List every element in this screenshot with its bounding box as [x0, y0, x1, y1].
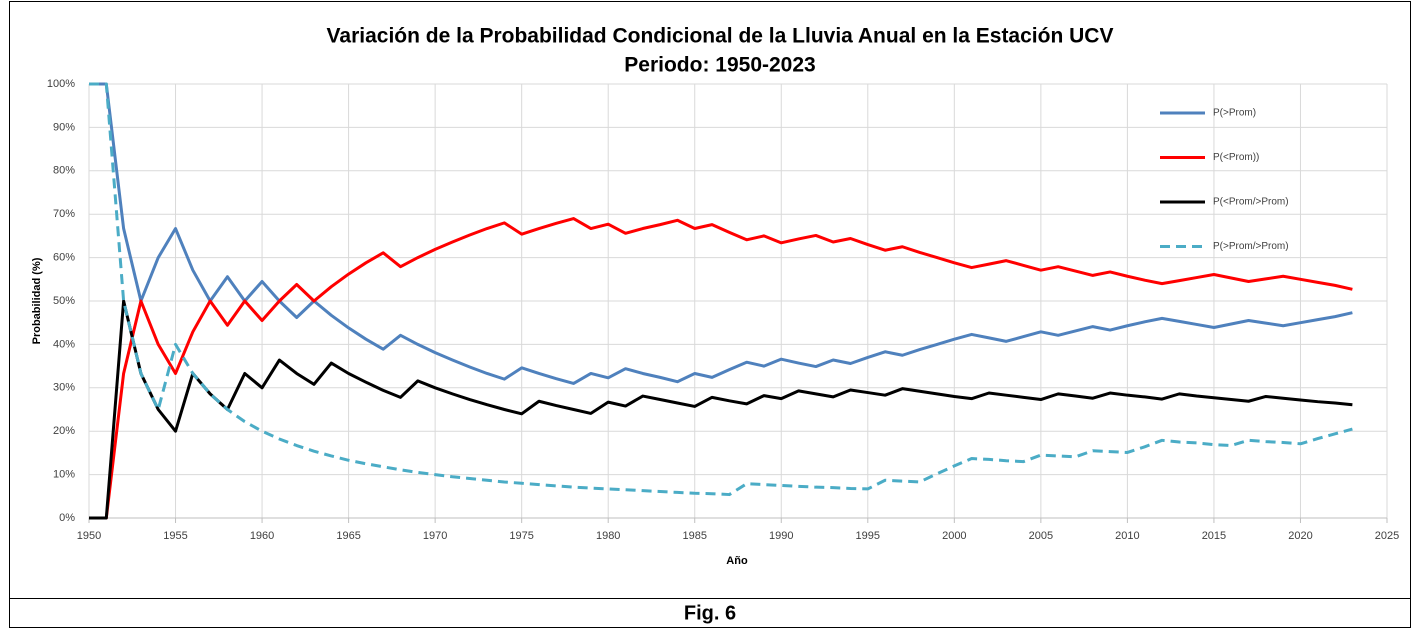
y-tick-label: 100% [47, 78, 75, 90]
x-axis-title: Año [726, 555, 748, 567]
x-tick-label: 1955 [163, 530, 187, 542]
y-tick-label: 70% [53, 208, 75, 220]
series-line [89, 299, 1353, 520]
x-tick-label: 1995 [856, 530, 880, 542]
x-tick-label: 1970 [423, 530, 447, 542]
chart-title: Variación de la Probabilidad Condicional… [327, 25, 1114, 48]
x-tick-label: 1990 [769, 530, 793, 542]
x-tick-label: 1980 [596, 530, 620, 542]
y-tick-label: 10% [53, 469, 75, 481]
x-tick-label: 1975 [509, 530, 533, 542]
legend-label: P(>Prom/>Prom) [1213, 241, 1289, 252]
y-tick-label: 30% [53, 382, 75, 394]
x-tick-label: 2010 [1115, 530, 1139, 542]
y-tick-label: 20% [53, 425, 75, 437]
series-line [89, 82, 1353, 497]
y-axis-title: Probabilidad (%) [31, 257, 43, 344]
legend-label: P(>Prom) [1213, 108, 1256, 119]
series-line [89, 217, 1353, 520]
y-tick-label: 0% [59, 512, 75, 524]
x-tick-label: 1950 [77, 530, 101, 542]
x-tick-label: 1985 [682, 530, 706, 542]
frame [9, 1, 1411, 628]
x-tick-label: 2000 [942, 530, 966, 542]
x-tick-label: 2015 [1202, 530, 1226, 542]
legend-label: P(<Prom/>Prom) [1213, 197, 1289, 208]
y-tick-label: 50% [53, 295, 75, 307]
caption: Fig. 6 [684, 602, 736, 624]
y-tick-label: 80% [53, 165, 75, 177]
x-tick-label: 1960 [250, 530, 274, 542]
series-line [89, 82, 1353, 385]
chart-subtitle: Periodo: 1950-2023 [624, 54, 815, 77]
x-tick-label: 2020 [1288, 530, 1312, 542]
y-tick-label: 40% [53, 338, 75, 350]
y-tick-label: 60% [53, 252, 75, 264]
x-tick-label: 2005 [1029, 530, 1053, 542]
x-tick-label: 2025 [1375, 530, 1399, 542]
y-tick-label: 90% [53, 121, 75, 133]
x-tick-label: 1965 [336, 530, 360, 542]
legend-label: P(<Prom)) [1213, 152, 1259, 163]
